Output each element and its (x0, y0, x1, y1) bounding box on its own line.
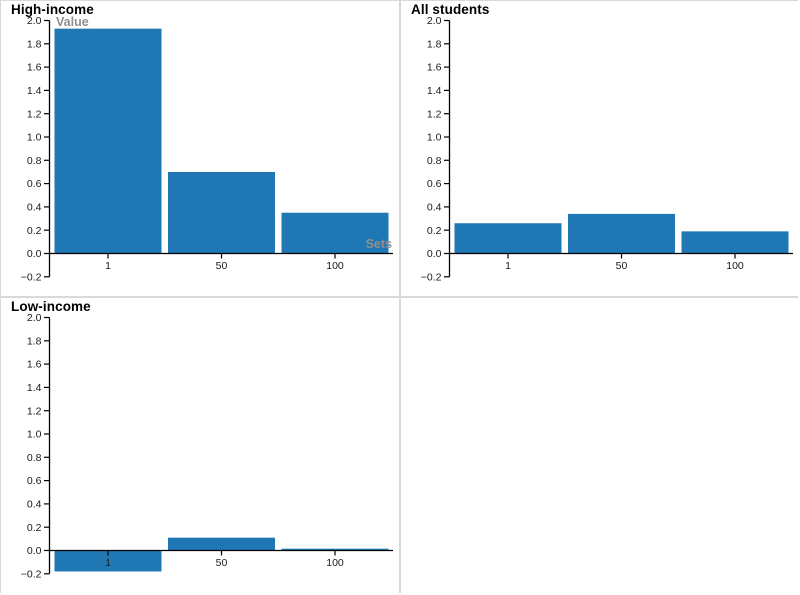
x-tick-label: 1 (105, 557, 111, 569)
bar-100 (281, 548, 389, 551)
y-tick-label: 0.6 (27, 178, 42, 190)
y-tick-label: 1.0 (27, 132, 42, 144)
chart-title-low-income: Low-income (11, 299, 91, 314)
y-tick-label: 0.0 (427, 248, 442, 260)
y-tick-label: 0.4 (27, 202, 42, 214)
panel-empty (401, 298, 799, 594)
bar-1 (54, 28, 162, 254)
y-tick-label: 1.6 (27, 359, 42, 371)
y-tick-label: 0.6 (27, 475, 42, 487)
y-tick-label: 2.0 (27, 15, 42, 27)
y-axis-title: Value (56, 15, 89, 29)
x-tick-label: 1 (105, 260, 111, 272)
y-tick-label: 0.6 (427, 178, 442, 190)
y-tick-label: 0.4 (27, 499, 42, 511)
y-tick-label: 0.2 (27, 522, 42, 534)
y-tick-label: 0.2 (27, 225, 42, 237)
chart-canvas-all-students: 2.0 1.8 1.6 1.4 1.2 1.0 0.8 0.6 0.4 0.2 0.0 −0.2 1 50… (421, 15, 793, 283)
y-tick-label: 2.0 (27, 312, 42, 324)
y-tick-label: 1.4 (427, 85, 442, 97)
y-tick-label: 1.6 (427, 62, 442, 74)
y-tick-label: 1.4 (27, 85, 42, 97)
y-tick-label: 1.8 (27, 335, 42, 347)
bar-1 (54, 550, 162, 572)
x-tick-label: 1 (505, 260, 511, 272)
chart-canvas-low-income: 2.0 1.8 1.6 1.4 1.2 1.0 0.8 0.6 0.4 0.2 0.0 −0.2 1 50… (21, 312, 393, 580)
y-tick-label: 1.2 (427, 108, 442, 120)
x-tick-label: 100 (726, 260, 744, 272)
bar-100 (681, 231, 789, 254)
x-tick-label: 100 (326, 557, 344, 569)
bar-1 (454, 223, 562, 254)
y-tick-label: 1.8 (27, 38, 42, 50)
bar-100 (281, 212, 389, 254)
y-tick-label: 1.2 (27, 405, 42, 417)
y-tick-label: 0.2 (427, 225, 442, 237)
y-tick-label: 2.0 (427, 15, 442, 27)
bar-50 (568, 213, 675, 254)
bar-50 (168, 537, 275, 551)
y-tick-label: 1.2 (27, 108, 42, 120)
y-tick-label: 0.0 (27, 545, 42, 557)
x-tick-label: 50 (616, 260, 628, 272)
y-tick-label: −0.2 (21, 271, 42, 283)
y-tick-label: 0.4 (427, 202, 442, 214)
panel-low-income: 2.0 1.8 1.6 1.4 1.2 1.0 0.8 0.6 0.4 0.2 0.0 −0.2 1 50… (1, 298, 399, 594)
panel-high-income: 2.0 1.8 1.6 1.4 1.2 1.0 0.8 0.6 0.4 0.2 0.0 −0.2 1 50… (1, 1, 399, 296)
y-tick-label: 0.8 (27, 452, 42, 464)
chart-title-high-income: High-income (11, 2, 94, 17)
x-tick-label: 50 (216, 557, 228, 569)
y-tick-label: 0.8 (27, 155, 42, 167)
y-tick-label: 1.8 (427, 38, 442, 50)
y-tick-label: −0.2 (21, 568, 42, 580)
y-tick-label: 1.6 (27, 62, 42, 74)
chart-title-all-students: All students (411, 2, 490, 17)
y-tick-label: 1.0 (27, 429, 42, 441)
bar-50 (168, 171, 275, 254)
x-tick-label: 100 (326, 260, 344, 272)
y-tick-label: 1.4 (27, 382, 42, 394)
y-tick-label: 0.0 (27, 248, 42, 260)
panel-all-students: 2.0 1.8 1.6 1.4 1.2 1.0 0.8 0.6 0.4 0.2 0.0 −0.2 1 50… (401, 1, 799, 296)
y-tick-label: 1.0 (427, 132, 442, 144)
chart-canvas-high-income: 2.0 1.8 1.6 1.4 1.2 1.0 0.8 0.6 0.4 0.2 0.0 −0.2 1 50… (21, 15, 393, 283)
y-tick-label: −0.2 (421, 271, 442, 283)
x-axis-title: Sets (365, 237, 392, 251)
x-tick-label: 50 (216, 260, 228, 272)
y-tick-label: 0.8 (427, 155, 442, 167)
